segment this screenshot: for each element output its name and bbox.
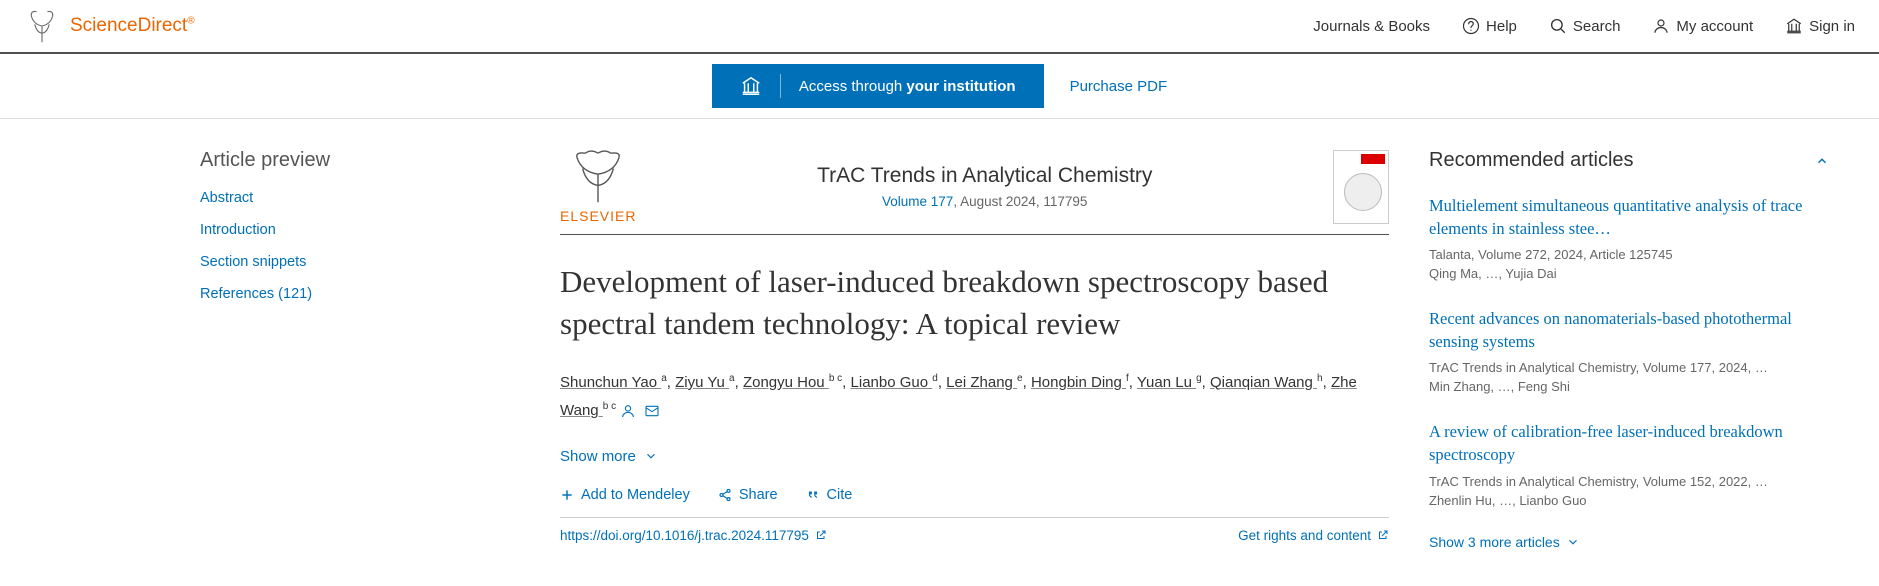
show-more-toggle[interactable]: Show more bbox=[560, 448, 1389, 465]
journal-cover-thumb[interactable] bbox=[1333, 150, 1389, 224]
share-button[interactable]: Share bbox=[718, 487, 778, 503]
chevron-down-icon bbox=[1566, 535, 1580, 549]
toc-references[interactable]: References (121) bbox=[200, 286, 520, 302]
toc-abstract[interactable]: Abstract bbox=[200, 190, 520, 206]
rights-link[interactable]: Get rights and content bbox=[1238, 528, 1389, 543]
chevron-down-icon bbox=[644, 449, 658, 463]
recommended-link[interactable]: A review of calibration-free laser-induc… bbox=[1429, 420, 1829, 466]
recommended-authors: Min Zhang, …, Feng Shi bbox=[1429, 379, 1829, 394]
meta-row: https://doi.org/10.1016/j.trac.2024.1177… bbox=[560, 528, 1389, 543]
nav-account[interactable]: My account bbox=[1652, 17, 1753, 35]
plus-icon bbox=[560, 488, 574, 502]
quote-icon bbox=[806, 488, 820, 502]
recommended-authors: Qing Ma, …, Yujia Dai bbox=[1429, 266, 1829, 281]
journal-issue[interactable]: Volume 177, August 2024, 117795 bbox=[660, 194, 1309, 209]
institution-icon bbox=[740, 75, 762, 97]
recommended-item: Multielement simultaneous quantitative a… bbox=[1429, 194, 1829, 281]
recommended-title: Recommended articles bbox=[1429, 149, 1634, 172]
nav-links: Journals & Books Help Search My account … bbox=[1313, 17, 1855, 35]
elsevier-tree-icon bbox=[562, 149, 634, 205]
author-link[interactable]: Shunchun Yao a bbox=[560, 374, 667, 391]
recommended-link[interactable]: Multielement simultaneous quantitative a… bbox=[1429, 194, 1829, 240]
institution-icon bbox=[1785, 17, 1803, 35]
toc-introduction[interactable]: Introduction bbox=[200, 222, 520, 238]
person-icon[interactable] bbox=[620, 403, 636, 419]
recommended-link[interactable]: Recent advances on nanomaterials-based p… bbox=[1429, 307, 1829, 353]
journal-name[interactable]: TrAC Trends in Analytical Chemistry bbox=[660, 164, 1309, 188]
actions-row: Add to Mendeley Share Cite bbox=[560, 487, 1389, 518]
share-icon bbox=[718, 488, 732, 502]
mail-icon[interactable] bbox=[644, 403, 660, 419]
account-icon bbox=[1652, 17, 1670, 35]
doi-link[interactable]: https://doi.org/10.1016/j.trac.2024.1177… bbox=[560, 528, 827, 543]
author-link[interactable]: Lei Zhang e bbox=[946, 374, 1022, 391]
purchase-pdf-link[interactable]: Purchase PDF bbox=[1070, 78, 1168, 95]
help-icon bbox=[1462, 17, 1480, 35]
sidebar-left: Article preview Abstract Introduction Se… bbox=[200, 149, 520, 550]
author-link[interactable]: Lianbo Guo d bbox=[851, 374, 938, 391]
sidebar-title: Article preview bbox=[200, 149, 520, 172]
access-institution-button[interactable]: Access through your institution bbox=[712, 64, 1044, 108]
nav-signin[interactable]: Sign in bbox=[1785, 17, 1855, 35]
nav-journals[interactable]: Journals & Books bbox=[1313, 18, 1430, 35]
recommended-sidebar: Recommended articles Multielement simult… bbox=[1429, 149, 1829, 550]
add-mendeley-button[interactable]: Add to Mendeley bbox=[560, 487, 690, 503]
toc-snippets[interactable]: Section snippets bbox=[200, 254, 520, 270]
author-link[interactable]: Hongbin Ding f bbox=[1031, 374, 1129, 391]
recommended-item: Recent advances on nanomaterials-based p… bbox=[1429, 307, 1829, 394]
elsevier-tree-icon bbox=[24, 8, 60, 44]
nav-help[interactable]: Help bbox=[1462, 17, 1517, 35]
recommended-header[interactable]: Recommended articles bbox=[1429, 149, 1829, 172]
recommended-journal: Talanta, Volume 272, 2024, Article 12574… bbox=[1429, 247, 1829, 262]
main: Article preview Abstract Introduction Se… bbox=[0, 119, 1879, 550]
author-link[interactable]: Yuan Lu g bbox=[1137, 374, 1202, 391]
brand[interactable]: ScienceDirect® bbox=[24, 8, 195, 44]
top-header: ScienceDirect® Journals & Books Help Sea… bbox=[0, 0, 1879, 54]
author-link[interactable]: Ziyu Yu a bbox=[675, 374, 734, 391]
author-link[interactable]: Zongyu Hou b c bbox=[743, 374, 842, 391]
show-more-articles[interactable]: Show 3 more articles bbox=[1429, 534, 1829, 550]
recommended-authors: Zhenlin Hu, …, Lianbo Guo bbox=[1429, 493, 1829, 508]
recommended-journal: TrAC Trends in Analytical Chemistry, Vol… bbox=[1429, 360, 1829, 375]
external-link-icon bbox=[815, 529, 827, 541]
brand-text: ScienceDirect® bbox=[70, 15, 195, 37]
journal-header: ELSEVIER TrAC Trends in Analytical Chemi… bbox=[560, 149, 1389, 235]
publisher-label: ELSEVIER bbox=[560, 208, 636, 224]
author-link[interactable]: Qianqian Wang h bbox=[1210, 374, 1323, 391]
external-link-icon bbox=[1377, 529, 1389, 541]
authors-list: Shunchun Yao a, Ziyu Yu a, Zongyu Hou b … bbox=[560, 369, 1389, 426]
search-icon bbox=[1549, 17, 1567, 35]
article-title: Development of laser-induced breakdown s… bbox=[560, 261, 1389, 345]
cite-button[interactable]: Cite bbox=[806, 487, 853, 503]
access-bar: Access through your institution Purchase… bbox=[0, 54, 1879, 119]
publisher-logo[interactable]: ELSEVIER bbox=[560, 149, 636, 224]
article: ELSEVIER TrAC Trends in Analytical Chemi… bbox=[560, 149, 1389, 550]
nav-search[interactable]: Search bbox=[1549, 17, 1621, 35]
chevron-up-icon bbox=[1815, 154, 1829, 168]
recommended-item: A review of calibration-free laser-induc… bbox=[1429, 420, 1829, 507]
recommended-journal: TrAC Trends in Analytical Chemistry, Vol… bbox=[1429, 474, 1829, 489]
